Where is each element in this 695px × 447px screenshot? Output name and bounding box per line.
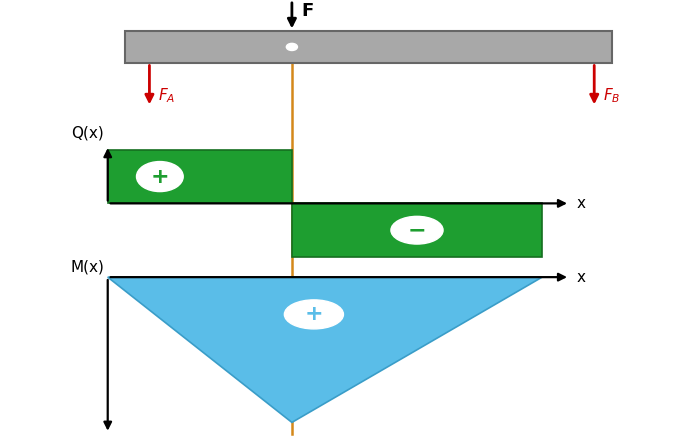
Ellipse shape — [284, 300, 343, 329]
Text: x: x — [577, 196, 586, 211]
Bar — [108, 150, 292, 203]
Text: Q(x): Q(x) — [72, 126, 104, 141]
Ellipse shape — [391, 216, 443, 244]
Bar — [125, 31, 612, 63]
Text: x: x — [577, 270, 586, 285]
Circle shape — [286, 43, 297, 51]
Text: $F_B$: $F_B$ — [603, 86, 620, 105]
Text: −: − — [408, 220, 426, 240]
Circle shape — [136, 161, 183, 192]
Text: M(x): M(x) — [70, 260, 104, 275]
Text: +: + — [304, 304, 323, 325]
Text: +: + — [151, 167, 169, 186]
Text: F: F — [301, 2, 313, 20]
Text: $F_A$: $F_A$ — [158, 86, 175, 105]
Bar — [292, 203, 542, 257]
Polygon shape — [108, 277, 542, 422]
